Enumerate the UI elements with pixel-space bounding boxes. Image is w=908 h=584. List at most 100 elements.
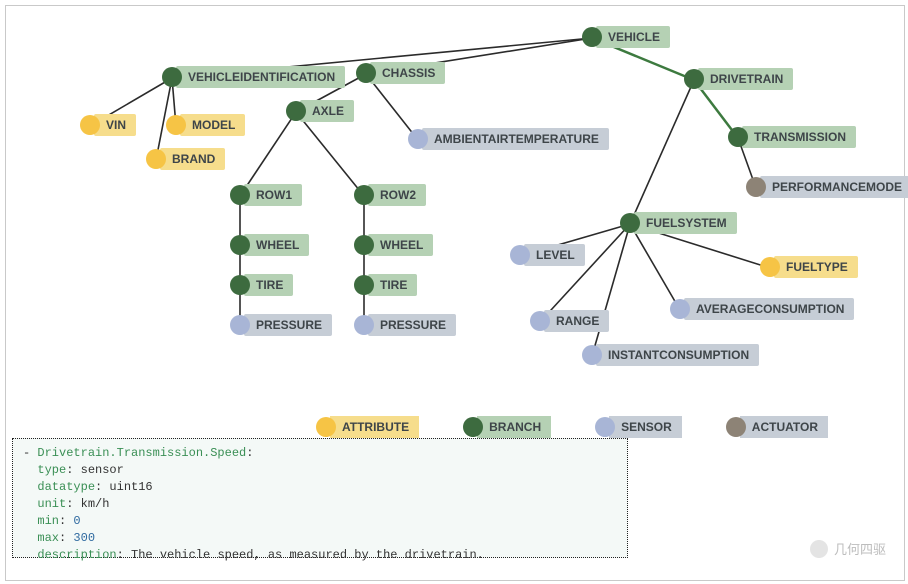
legend-label: ACTUATOR bbox=[740, 416, 828, 438]
node-vehicle: VEHICLE bbox=[582, 26, 670, 48]
code-snippet: - Drivetrain.Transmission.Speed: type: s… bbox=[12, 438, 628, 558]
node-axle: AXLE bbox=[286, 100, 354, 122]
node-label: AXLE bbox=[300, 100, 354, 122]
code-line: min: 0 bbox=[23, 513, 617, 530]
node-label: RANGE bbox=[544, 310, 609, 332]
node-label: LEVEL bbox=[524, 244, 585, 266]
node-label: INSTANTCONSUMPTION bbox=[596, 344, 759, 366]
attribute-icon bbox=[146, 149, 166, 169]
node-label: PERFORMANCEMODE bbox=[760, 176, 908, 198]
code-line: description: The vehicle speed, as measu… bbox=[23, 547, 617, 564]
node-label: DRIVETRAIN bbox=[698, 68, 793, 90]
node-model: MODEL bbox=[166, 114, 245, 136]
node-label: WHEEL bbox=[244, 234, 309, 256]
legend-actuator: ACTUATOR bbox=[726, 416, 828, 438]
node-label: VEHICLE bbox=[596, 26, 670, 48]
branch-icon bbox=[354, 235, 374, 255]
actuator-icon bbox=[746, 177, 766, 197]
node-label: BRAND bbox=[160, 148, 225, 170]
actuator-icon bbox=[726, 417, 746, 437]
node-instant: INSTANTCONSUMPTION bbox=[582, 344, 759, 366]
branch-icon bbox=[684, 69, 704, 89]
node-label: ROW2 bbox=[368, 184, 426, 206]
node-chassis: CHASSIS bbox=[356, 62, 445, 84]
node-brand: BRAND bbox=[146, 148, 225, 170]
node-label: WHEEL bbox=[368, 234, 433, 256]
code-line: datatype: uint16 bbox=[23, 479, 617, 496]
node-label: TRANSMISSION bbox=[742, 126, 856, 148]
node-ambient: AMBIENTAIRTEMPERATURE bbox=[408, 128, 609, 150]
branch-icon bbox=[286, 101, 306, 121]
node-label: VEHICLEIDENTIFICATION bbox=[176, 66, 345, 88]
sensor-icon bbox=[595, 417, 615, 437]
branch-icon bbox=[463, 417, 483, 437]
sensor-icon bbox=[354, 315, 374, 335]
node-average: AVERAGECONSUMPTION bbox=[670, 298, 854, 320]
sensor-icon bbox=[530, 311, 550, 331]
node-perfmode: PERFORMANCEMODE bbox=[746, 176, 908, 198]
node-label: ROW1 bbox=[244, 184, 302, 206]
legend-branch: BRANCH bbox=[463, 416, 551, 438]
node-label: AVERAGECONSUMPTION bbox=[684, 298, 854, 320]
sensor-icon bbox=[670, 299, 690, 319]
node-label: VIN bbox=[94, 114, 136, 136]
attribute-icon bbox=[760, 257, 780, 277]
node-label: TIRE bbox=[368, 274, 417, 296]
sensor-icon bbox=[582, 345, 602, 365]
node-label: PRESSURE bbox=[244, 314, 332, 336]
watermark: 几何四驱 bbox=[810, 539, 886, 558]
branch-icon bbox=[354, 185, 374, 205]
node-fueltype: FUELTYPE bbox=[760, 256, 858, 278]
attribute-icon bbox=[166, 115, 186, 135]
code-line: max: 300 bbox=[23, 530, 617, 547]
node-label: FUELTYPE bbox=[774, 256, 858, 278]
watermark-text: 几何四驱 bbox=[834, 539, 886, 558]
node-tire1: TIRE bbox=[230, 274, 293, 296]
node-row1: ROW1 bbox=[230, 184, 302, 206]
node-label: CHASSIS bbox=[370, 62, 445, 84]
legend-label: SENSOR bbox=[609, 416, 682, 438]
branch-icon bbox=[162, 67, 182, 87]
node-press2: PRESSURE bbox=[354, 314, 456, 336]
code-line: unit: km/h bbox=[23, 496, 617, 513]
branch-icon bbox=[230, 185, 250, 205]
branch-icon bbox=[356, 63, 376, 83]
node-drivetrain: DRIVETRAIN bbox=[684, 68, 793, 90]
node-label: MODEL bbox=[180, 114, 245, 136]
sensor-icon bbox=[230, 315, 250, 335]
branch-icon bbox=[620, 213, 640, 233]
legend-label: BRANCH bbox=[477, 416, 551, 438]
legend-attribute: ATTRIBUTE bbox=[316, 416, 419, 438]
sensor-icon bbox=[408, 129, 428, 149]
node-row2: ROW2 bbox=[354, 184, 426, 206]
node-press1: PRESSURE bbox=[230, 314, 332, 336]
diagram-stage: VEHICLE VEHICLEIDENTIFICATION CHASSIS DRIVE… bbox=[5, 5, 905, 581]
node-range: RANGE bbox=[530, 310, 609, 332]
branch-icon bbox=[230, 235, 250, 255]
code-line: type: sensor bbox=[23, 462, 617, 479]
branch-icon bbox=[354, 275, 374, 295]
legend-sensor: SENSOR bbox=[595, 416, 682, 438]
branch-icon bbox=[582, 27, 602, 47]
attribute-icon bbox=[80, 115, 100, 135]
branch-icon bbox=[230, 275, 250, 295]
node-label: PRESSURE bbox=[368, 314, 456, 336]
node-wheel2: WHEEL bbox=[354, 234, 433, 256]
branch-icon bbox=[728, 127, 748, 147]
node-label: AMBIENTAIRTEMPERATURE bbox=[422, 128, 609, 150]
code-line: - Drivetrain.Transmission.Speed: bbox=[23, 445, 617, 462]
node-transmission: TRANSMISSION bbox=[728, 126, 856, 148]
node-vin: VIN bbox=[80, 114, 136, 136]
node-fuelsys: FUELSYSTEM bbox=[620, 212, 737, 234]
sensor-icon bbox=[510, 245, 530, 265]
attribute-icon bbox=[316, 417, 336, 437]
watermark-icon bbox=[810, 540, 828, 558]
node-label: TIRE bbox=[244, 274, 293, 296]
node-label: FUELSYSTEM bbox=[634, 212, 737, 234]
node-wheel1: WHEEL bbox=[230, 234, 309, 256]
legend: ATTRIBUTE BRANCH SENSOR ACTUATOR bbox=[316, 416, 828, 438]
legend-label: ATTRIBUTE bbox=[330, 416, 419, 438]
node-tire2: TIRE bbox=[354, 274, 417, 296]
node-vehicleid: VEHICLEIDENTIFICATION bbox=[162, 66, 345, 88]
node-level: LEVEL bbox=[510, 244, 585, 266]
